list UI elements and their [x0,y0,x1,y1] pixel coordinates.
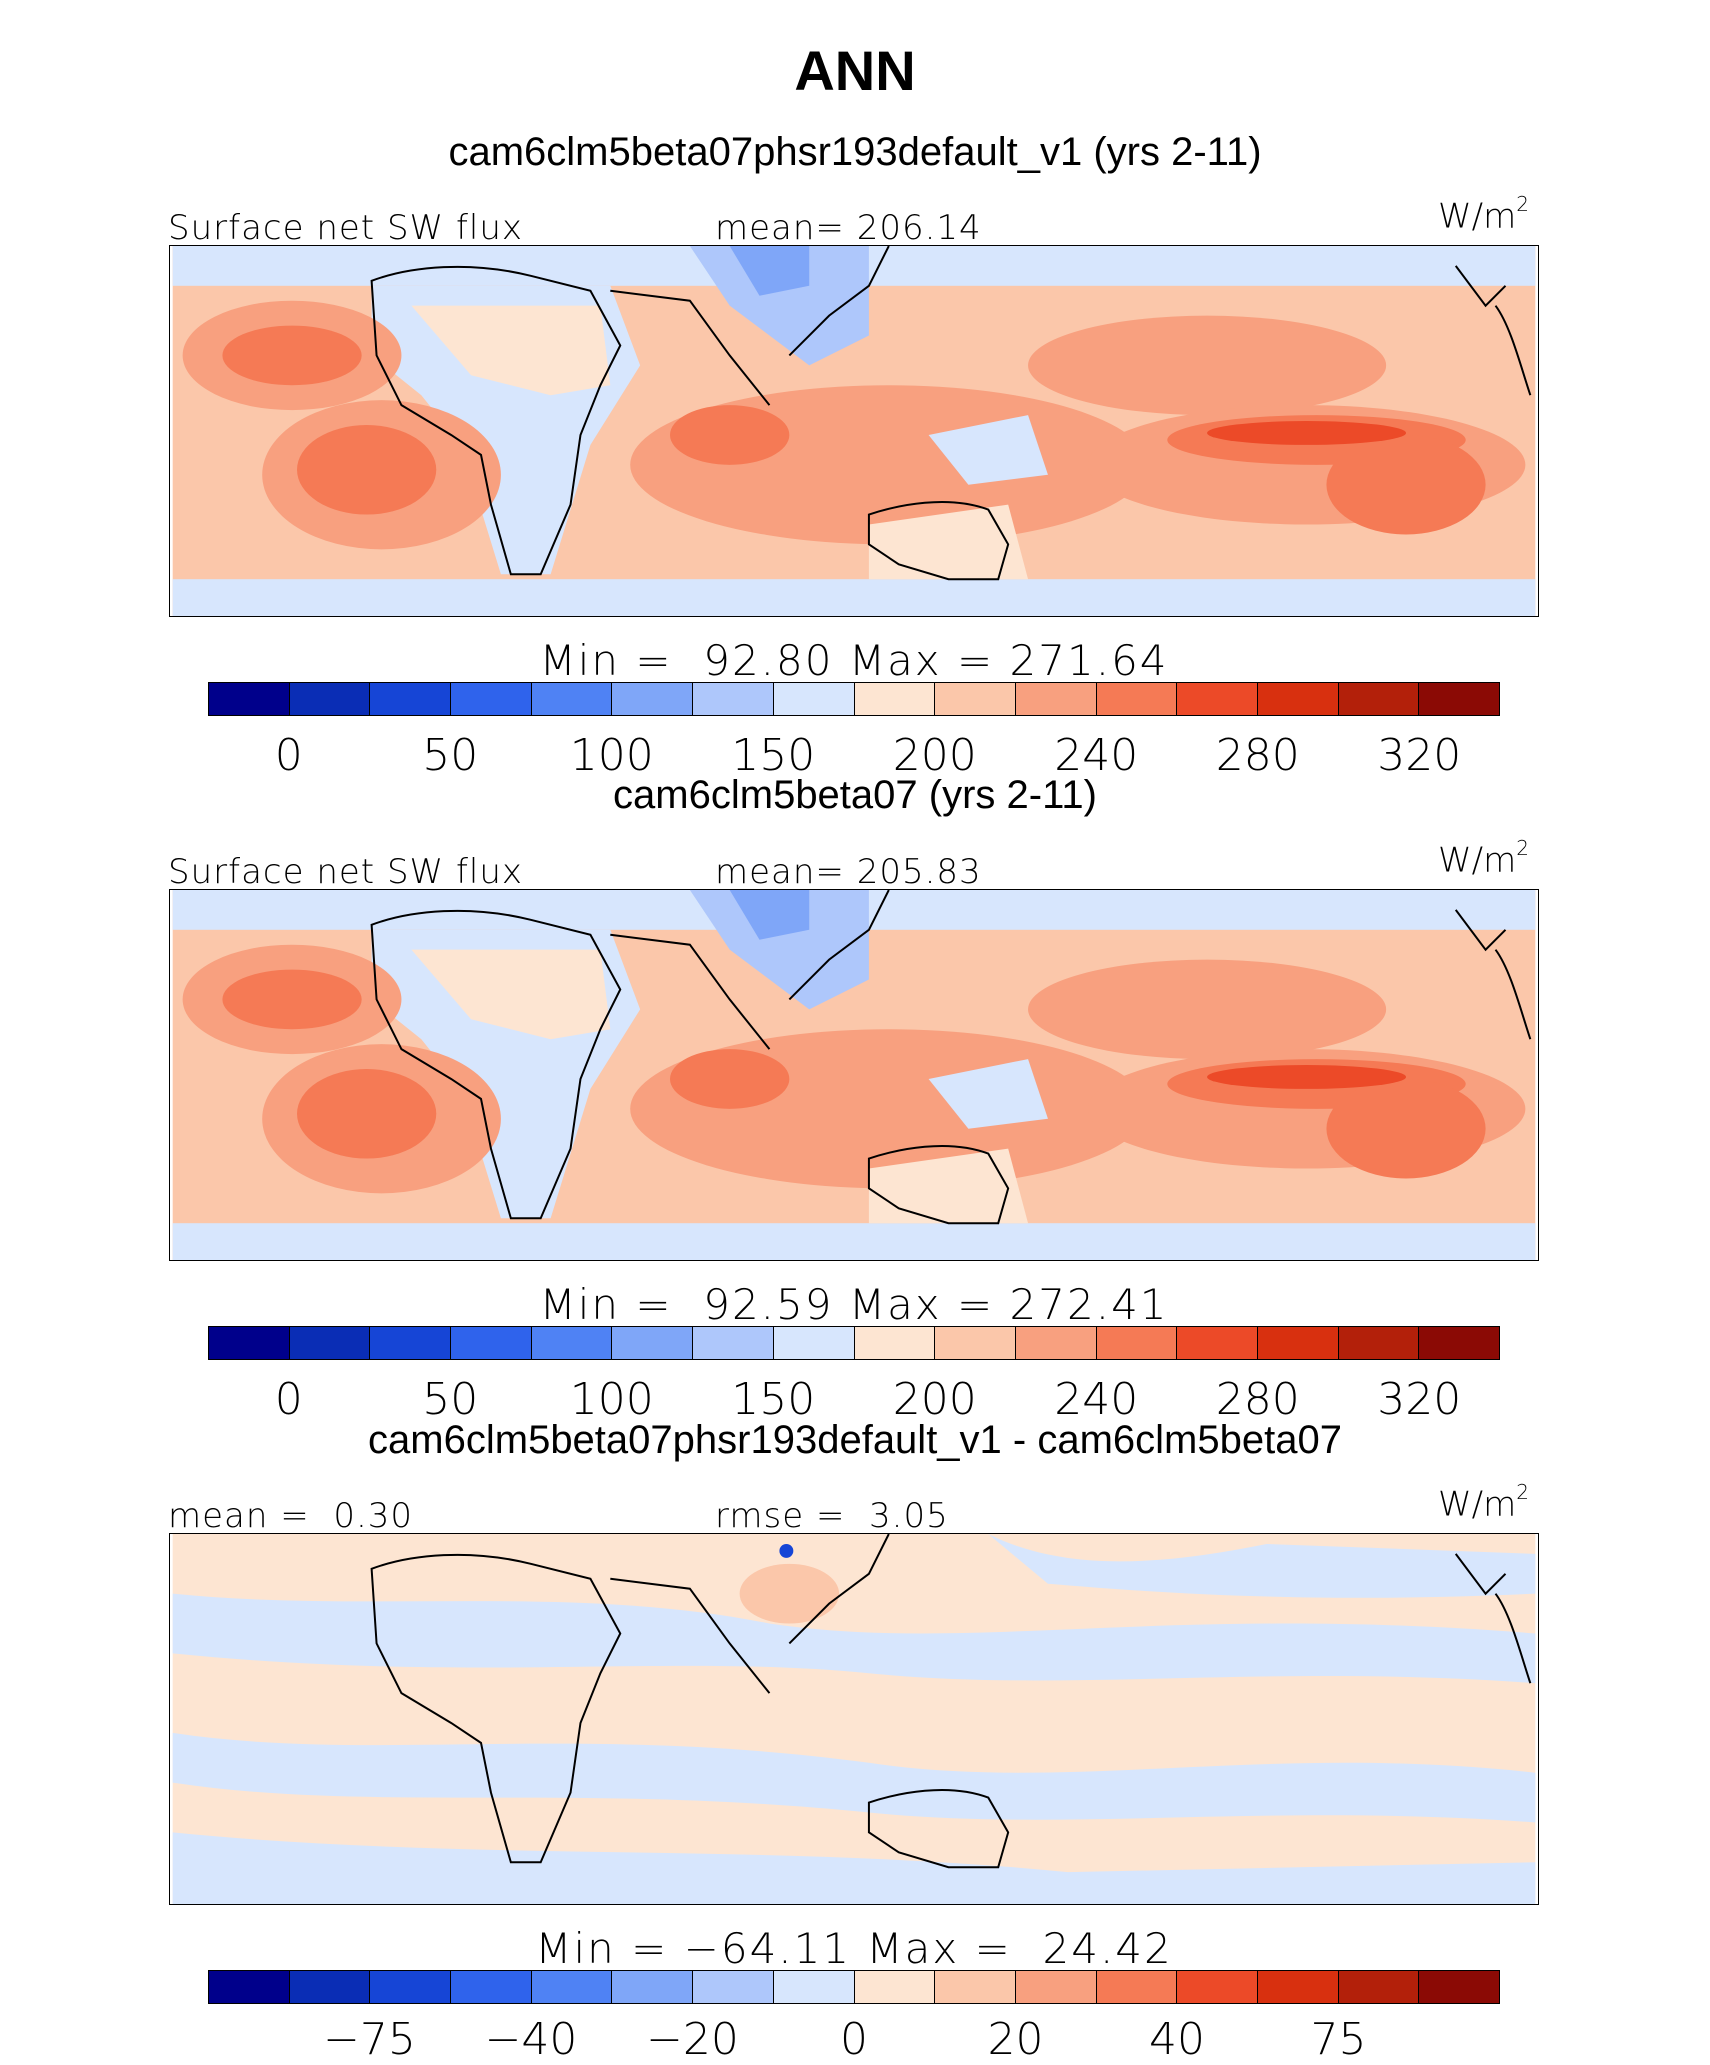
colorbar-swatch [1338,1971,1420,2003]
colorbar-swatch [209,1327,290,1359]
panel-3-mean-label: mean = 0.30 [168,1496,414,1536]
colorbar-swatch [531,1327,613,1359]
panel-2-unit: W/m2 [1438,836,1529,881]
colorbar-swatch [370,683,452,715]
colorbar-swatch [1177,683,1258,715]
colorbar-tick-label: 280 [1215,730,1300,781]
colorbar-swatch [854,1971,936,2003]
colorbar-tick-label: 320 [1377,1374,1462,1425]
colorbar-swatch [370,1971,452,2003]
panel-1-minmax: Min = 92.80 Max = 271.64 [539,636,1169,685]
panel-2-minmax: Min = 92.59 Max = 272.41 [539,1280,1169,1329]
colorbar-swatch [289,1327,371,1359]
colorbar-swatch [451,683,532,715]
panel-1-variable-label: Surface net SW flux [168,208,524,248]
colorbar-swatch [693,683,774,715]
colorbar-swatch [1257,683,1339,715]
colorbar-swatch [1096,683,1178,715]
colorbar-swatch [773,1327,855,1359]
colorbar-tick-label: 280 [1215,1374,1300,1425]
colorbar-swatch [370,1327,452,1359]
colorbar-swatch [1338,1327,1420,1359]
colorbar-tick-label: −20 [646,2014,739,2065]
colorbar-swatch [935,1327,1016,1359]
colorbar-swatch [1257,1971,1339,2003]
panel-3-rmse-label: rmse = 3.05 [715,1496,949,1536]
colorbar-swatch [773,1971,855,2003]
colorbar-tick-label: 240 [1054,730,1139,781]
colorbar-swatch [451,1971,532,2003]
colorbar-swatch [612,1327,694,1359]
colorbar-swatch [289,683,371,715]
colorbar-tick-label: 200 [892,1374,977,1425]
panel-1-subtitle: cam6clm5beta07phsr193default_v1 (yrs 2-1… [448,130,1262,174]
colorbar-swatch [1177,1971,1258,2003]
panel-3-map [169,1533,1539,1905]
colorbar-tick-label: 100 [569,1374,654,1425]
colorbar-swatch [451,1327,532,1359]
panel-2-subtitle: cam6clm5beta07 (yrs 2-11) [613,773,1097,817]
colorbar-tick-label: 50 [422,730,479,781]
colorbar-swatch [1015,1971,1097,2003]
colorbar-swatch [209,683,290,715]
colorbar-swatch [289,1971,371,2003]
colorbar-swatch [1419,1971,1499,2003]
panel-1-colorbar [208,682,1500,716]
colorbar-swatch [531,683,613,715]
panel-1-unit: W/m2 [1438,192,1529,237]
colorbar-tick-label: 40 [1149,2014,1205,2065]
colorbar-tick-label: 320 [1377,730,1462,781]
colorbar-swatch [854,1327,936,1359]
colorbar-swatch [1177,1327,1258,1359]
colorbar-tick-label: 75 [1310,2014,1367,2065]
colorbar-swatch [854,683,936,715]
colorbar-swatch [1419,683,1499,715]
colorbar-swatch [1338,683,1420,715]
panel-3-minmax: Min = −64.11 Max = 24.42 [535,1924,1173,1973]
colorbar-tick-label: 20 [987,2014,1044,2065]
panel-2-map [169,889,1539,1261]
colorbar-tick-label: 200 [892,730,977,781]
colorbar-swatch [935,1971,1016,2003]
colorbar-swatch [1257,1327,1339,1359]
panel-1-map [169,245,1539,617]
panel-3-colorbar [208,1970,1500,2004]
panel-2-variable-label: Surface net SW flux [168,852,524,892]
panel-3-unit: W/m2 [1438,1480,1529,1525]
colorbar-swatch [935,683,1016,715]
colorbar-tick-label: 0 [840,2014,868,2065]
colorbar-tick-label: −75 [323,2014,416,2065]
colorbar-tick-label: 100 [569,730,654,781]
colorbar-swatch [1096,1327,1178,1359]
colorbar-swatch [531,1971,613,2003]
colorbar-swatch [693,1327,774,1359]
colorbar-tick-label: 150 [731,730,816,781]
figure-title: ANN [794,39,916,102]
panel-2-mean-label: mean= 205.83 [715,852,982,892]
panel-2-colorbar [208,1326,1500,1360]
colorbar-tick-label: 0 [274,1374,303,1425]
colorbar-swatch [1015,683,1097,715]
colorbar-swatch [1419,1327,1499,1359]
colorbar-tick-label: 0 [274,730,303,781]
colorbar-swatch [209,1971,290,2003]
colorbar-tick-label: −40 [484,2014,578,2065]
colorbar-tick-label: 240 [1054,1374,1139,1425]
colorbar-swatch [1015,1327,1097,1359]
colorbar-tick-label: 150 [731,1374,816,1425]
panel-1-mean-label: mean= 206.14 [715,208,982,248]
colorbar-swatch [773,683,855,715]
colorbar-swatch [612,683,694,715]
colorbar-swatch [693,1971,774,2003]
colorbar-tick-label: 50 [422,1374,479,1425]
colorbar-swatch [1096,1971,1178,2003]
colorbar-swatch [612,1971,694,2003]
panel-3-subtitle: cam6clm5beta07phsr193default_v1 - cam6cl… [368,1418,1342,1462]
